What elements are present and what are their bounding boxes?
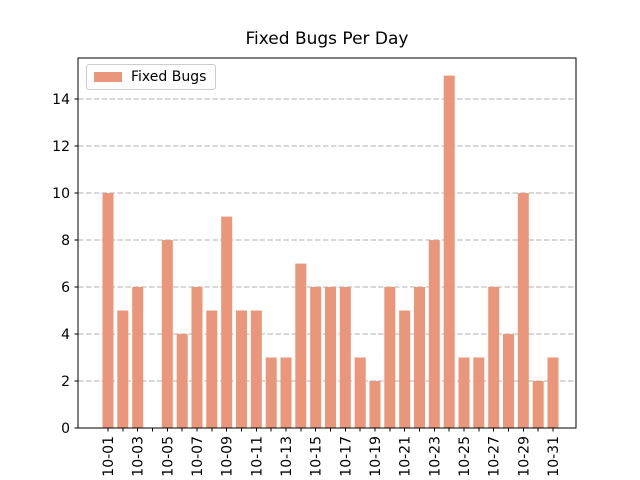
x-tick-label-10-01: 10-01	[101, 436, 117, 477]
y-tick-label-14: 14	[52, 92, 70, 108]
y-tick-label-10: 10	[52, 186, 70, 202]
x-tick-label-10-29: 10-29	[516, 436, 532, 477]
bar-10-01	[102, 193, 114, 428]
bar-10-02	[117, 310, 129, 428]
x-tick-label-10-31: 10-31	[546, 436, 562, 477]
x-tick-label-10-03: 10-03	[131, 436, 147, 477]
bar-10-14	[295, 263, 307, 428]
y-tick-label-2: 2	[61, 374, 70, 390]
x-tick-label-10-23: 10-23	[427, 436, 443, 477]
bar-10-08	[206, 310, 218, 428]
bar-10-26	[473, 357, 485, 428]
bar-10-07	[191, 287, 203, 428]
bar-10-25	[458, 357, 470, 428]
x-tick-label-10-19: 10-19	[368, 436, 384, 477]
x-tick-label-10-15: 10-15	[309, 436, 325, 477]
x-axis: 10-01 10-03 10-05 10-07 10-09 10-11 10-13 10-15…	[101, 428, 562, 477]
bar-10-28	[503, 334, 514, 428]
y-tick-label-4: 4	[61, 327, 70, 343]
bar-10-21	[399, 310, 411, 428]
bar-10-15	[310, 287, 322, 428]
x-tick-label-10-05: 10-05	[160, 436, 176, 477]
bar-10-05	[161, 240, 173, 428]
bar-10-27	[488, 287, 500, 428]
bar-10-13	[280, 357, 292, 428]
x-tick-label-10-13: 10-13	[279, 436, 295, 477]
bar-10-09	[221, 216, 233, 428]
y-tick-label-12: 12	[52, 139, 70, 155]
chart-title: Fixed Bugs Per Day	[245, 29, 409, 49]
y-axis: 0 2 4 6 8 10 12 14	[52, 92, 78, 437]
bar-10-10	[236, 310, 247, 428]
y-tick-label-6: 6	[61, 280, 70, 296]
bar-10-06	[176, 334, 188, 428]
bar-10-24	[443, 75, 455, 428]
bar-10-30	[532, 381, 544, 428]
x-tick-label-10-17: 10-17	[338, 436, 354, 477]
bar-10-22	[414, 287, 425, 428]
bar-10-18	[354, 357, 366, 428]
x-tick-label-10-09: 10-09	[220, 436, 236, 477]
bar-10-19	[369, 381, 381, 428]
bar-10-31	[547, 357, 559, 428]
bar-10-12	[265, 357, 277, 428]
plot-frame	[77, 57, 577, 429]
bar-10-29	[517, 193, 529, 428]
y-tick-label-0: 0	[61, 421, 70, 437]
legend: Fixed Bugs	[86, 64, 217, 90]
bars	[102, 75, 559, 428]
bar-10-20	[384, 287, 396, 428]
legend-label: Fixed Bugs	[131, 69, 207, 85]
x-tick-label-10-07: 10-07	[190, 436, 206, 477]
bar-10-16	[325, 287, 336, 428]
bar-10-23	[428, 240, 440, 428]
legend-swatch-icon	[94, 72, 122, 82]
x-tick-label-10-25: 10-25	[457, 436, 473, 477]
bar-10-03	[132, 287, 144, 428]
x-tick-label-10-27: 10-27	[487, 436, 503, 477]
y-tick-label-8: 8	[61, 233, 70, 249]
bar-10-17	[339, 287, 351, 428]
bar-10-11	[250, 310, 262, 428]
x-tick-label-10-21: 10-21	[398, 436, 414, 477]
x-tick-label-10-11: 10-11	[249, 436, 265, 477]
